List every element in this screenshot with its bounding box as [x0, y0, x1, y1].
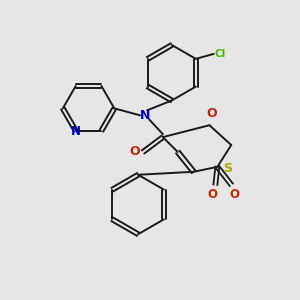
Text: O: O [206, 107, 217, 120]
Text: N: N [140, 109, 150, 122]
Text: N: N [71, 125, 81, 138]
Text: O: O [229, 188, 239, 201]
Text: O: O [130, 146, 140, 158]
Text: O: O [207, 188, 218, 201]
Text: S: S [223, 162, 232, 175]
Text: Cl: Cl [214, 49, 226, 59]
